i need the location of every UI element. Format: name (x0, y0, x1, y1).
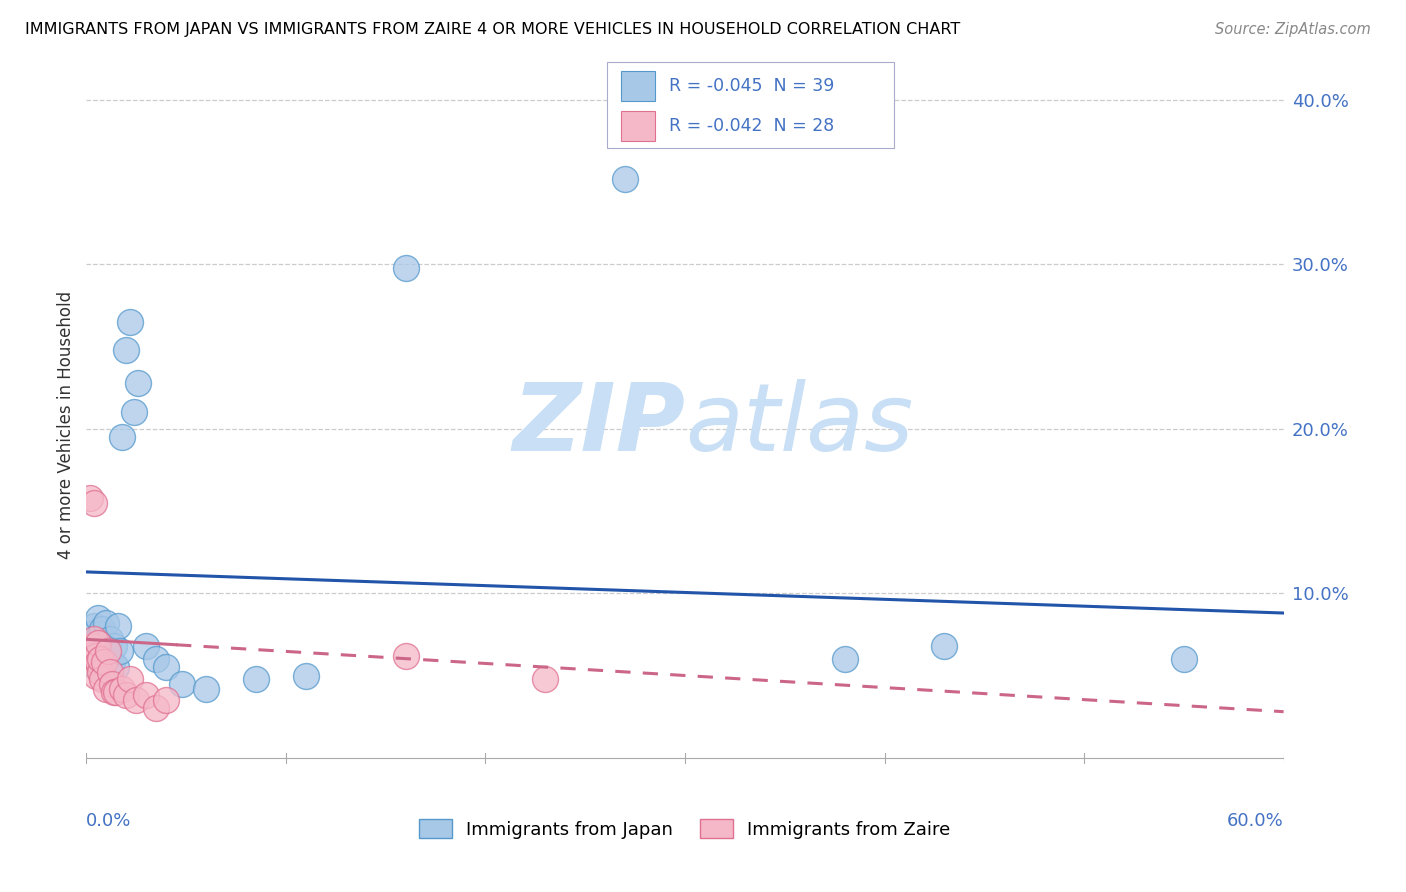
Text: R = -0.045  N = 39: R = -0.045 N = 39 (669, 77, 835, 95)
Point (122, 405, 145, 419)
Point (91, 623, 114, 637)
Point (110, 644, 132, 658)
Point (83, 632, 105, 647)
Text: 0.0%: 0.0% (86, 812, 132, 830)
Text: IMMIGRANTS FROM JAPAN VS IMMIGRANTS FROM ZAIRE 4 OR MORE VEHICLES IN HOUSEHOLD C: IMMIGRANTS FROM JAPAN VS IMMIGRANTS FROM… (25, 22, 960, 37)
Point (93, 644, 115, 658)
Point (195, 681, 218, 696)
Point (101, 677, 124, 691)
Point (89, 665, 111, 680)
Point (120, 315, 142, 329)
Point (103, 685, 125, 699)
Point (89, 627, 111, 641)
Point (96, 635, 118, 649)
Text: ZIP: ZIP (512, 379, 685, 471)
Point (87, 656, 110, 670)
Point (83, 496, 105, 510)
Point (83, 619, 105, 633)
Point (105, 660, 128, 674)
Point (155, 660, 177, 674)
Point (294, 668, 316, 682)
Point (125, 693, 148, 707)
FancyBboxPatch shape (621, 112, 655, 142)
Point (87, 639, 110, 653)
Point (84, 635, 107, 649)
Point (82, 639, 104, 653)
Point (135, 639, 157, 653)
FancyBboxPatch shape (621, 71, 655, 101)
Point (105, 685, 128, 699)
Text: atlas: atlas (685, 379, 914, 470)
Legend: Immigrants from Japan, Immigrants from Zaire: Immigrants from Japan, Immigrants from Z… (412, 812, 957, 846)
Point (120, 672, 142, 686)
Point (111, 681, 134, 696)
Point (93, 656, 115, 670)
Point (87, 611, 110, 625)
Point (534, 672, 557, 686)
Point (614, 172, 637, 186)
Point (394, 648, 416, 663)
Point (115, 688, 138, 702)
Point (89, 652, 111, 666)
Point (111, 430, 134, 444)
Point (79, 627, 101, 641)
Point (145, 701, 167, 715)
Point (84, 660, 107, 674)
Point (91, 656, 114, 670)
Point (79, 491, 101, 505)
Point (96, 615, 118, 630)
Point (91, 672, 114, 686)
Point (103, 639, 125, 653)
Point (96, 681, 118, 696)
Point (84, 648, 107, 663)
Point (145, 652, 167, 666)
Point (98, 632, 121, 647)
Text: 60.0%: 60.0% (1227, 812, 1284, 830)
Point (101, 656, 124, 670)
Point (98, 665, 121, 680)
Y-axis label: 4 or more Vehicles in Household: 4 or more Vehicles in Household (58, 291, 75, 558)
Point (394, 260, 416, 275)
Point (127, 376, 149, 390)
FancyBboxPatch shape (607, 62, 894, 148)
Point (1173, 652, 1195, 666)
Point (82, 648, 104, 663)
Point (245, 672, 267, 686)
Point (934, 639, 956, 653)
Point (89, 652, 111, 666)
Point (115, 343, 138, 357)
Point (834, 652, 856, 666)
Text: Source: ZipAtlas.com: Source: ZipAtlas.com (1215, 22, 1371, 37)
Text: R = -0.042  N = 28: R = -0.042 N = 28 (669, 118, 835, 136)
Point (83, 652, 105, 666)
Point (135, 688, 157, 702)
Point (107, 619, 129, 633)
Point (155, 693, 177, 707)
Point (97, 644, 120, 658)
Point (170, 677, 193, 691)
Point (87, 635, 110, 649)
Point (82, 644, 104, 658)
Point (97, 648, 120, 663)
Point (84, 668, 107, 682)
